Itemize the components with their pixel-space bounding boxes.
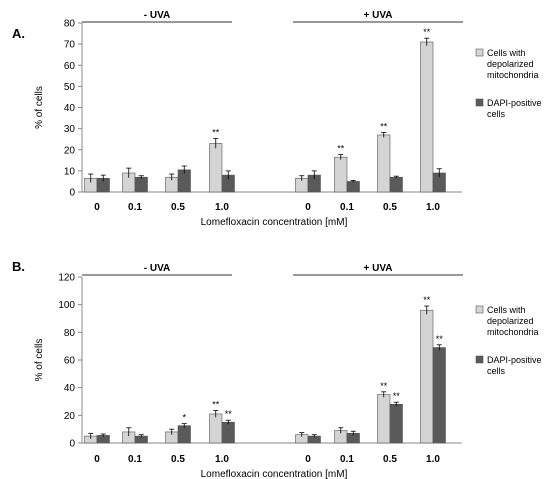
significance-marker: ** [423,27,431,37]
x-tick-label: 0 [305,454,311,465]
y-axis-label: % of cells [34,339,45,382]
legend-swatch [475,305,484,314]
legend-label: Cells with depolarized mitochondria [487,48,539,80]
bar-dapi [134,176,148,193]
chart-panel-b: B. % of cells 0 20 40 60 80 100 120 - UVA + UVA 0 0.… [12,259,542,479]
y-tick-label: 60 [64,61,76,72]
x-tick-label: 0.5 [171,454,185,465]
panel-label: A. [12,26,25,41]
bar-dapi [177,425,191,444]
significance-marker: ** [380,381,388,391]
y-tick-label: 10 [64,166,76,177]
legend-swatch [475,355,484,364]
bar-depolarized [209,413,223,444]
y-tick-label: 40 [64,103,76,114]
y-tick-label: 120 [58,273,75,284]
y-tick-label: 0 [69,439,75,450]
bar-dapi [221,421,235,444]
y-tick-label: 40 [64,383,76,394]
x-tick-label: 0 [94,454,100,465]
chart-panel-a: A. % of cells 0 10 20 30 40 50 60 70 80 - UVA + UVA 0… [12,10,542,228]
y-tick-label: 20 [64,145,76,156]
x-tick-label: 1.0 [426,202,440,213]
bar-depolarized [420,309,434,444]
significance-marker: ** [380,121,388,131]
y-tick-label: 50 [64,82,76,93]
bar-depolarized [209,143,223,193]
x-axis-label: Lomefloxacin concentration [mM] [201,469,348,479]
significance-marker: ** [212,399,220,409]
x-tick-label: 0.5 [383,454,397,465]
bar-depolarized [377,134,391,193]
y-tick-label: 20 [64,411,76,422]
x-tick-label: 0 [305,202,311,213]
significance-marker: ** [393,391,401,401]
group-header-label: - UVA [144,263,170,274]
x-tick-label: 0.5 [383,202,397,213]
y-tick-label: 30 [64,124,76,135]
x-axis-label: Lomefloxacin concentration [mM] [201,217,348,228]
group-header-label: + UVA [364,10,393,21]
x-tick-label: 0.1 [340,454,354,465]
panel-label: B. [12,259,25,274]
legend-swatch [475,48,484,57]
bar-depolarized [377,394,391,444]
group-header-label: - UVA [144,10,170,21]
x-tick-label: 1.0 [215,202,229,213]
x-tick-label: 0.1 [340,202,354,213]
x-tick-label: 1.0 [215,454,229,465]
x-tick-label: 0.1 [128,454,142,465]
bar-depolarized [420,41,434,193]
legend-label: DAPI-positive cells [487,355,542,376]
significance-marker: ** [423,295,431,305]
significance-marker: * [182,413,186,423]
y-tick-label: 60 [64,356,76,367]
x-tick-label: 0 [94,202,100,213]
significance-marker: ** [337,144,345,154]
y-axis-label: % of cells [34,86,45,129]
y-tick-label: 80 [64,19,76,30]
x-tick-label: 1.0 [426,454,440,465]
bar-dapi [346,181,360,193]
group-header-label: + UVA [364,263,393,274]
bar-depolarized [334,156,348,193]
bar-dapi [389,176,403,193]
significance-marker: ** [436,334,444,344]
y-tick-label: 0 [69,188,75,199]
y-tick-label: 70 [64,40,76,51]
legend-label: Cells with depolarized mitochondria [487,305,539,337]
significance-marker: ** [225,409,233,419]
y-tick-label: 80 [64,328,76,339]
significance-marker: ** [212,128,220,138]
legend-swatch [475,98,484,107]
x-tick-label: 0.5 [171,202,185,213]
bar-dapi [432,347,446,444]
bar-dapi [389,403,403,444]
legend-label: DAPI-positive cells [487,98,542,119]
y-tick-label: 100 [58,300,75,311]
x-tick-label: 0.1 [128,202,142,213]
